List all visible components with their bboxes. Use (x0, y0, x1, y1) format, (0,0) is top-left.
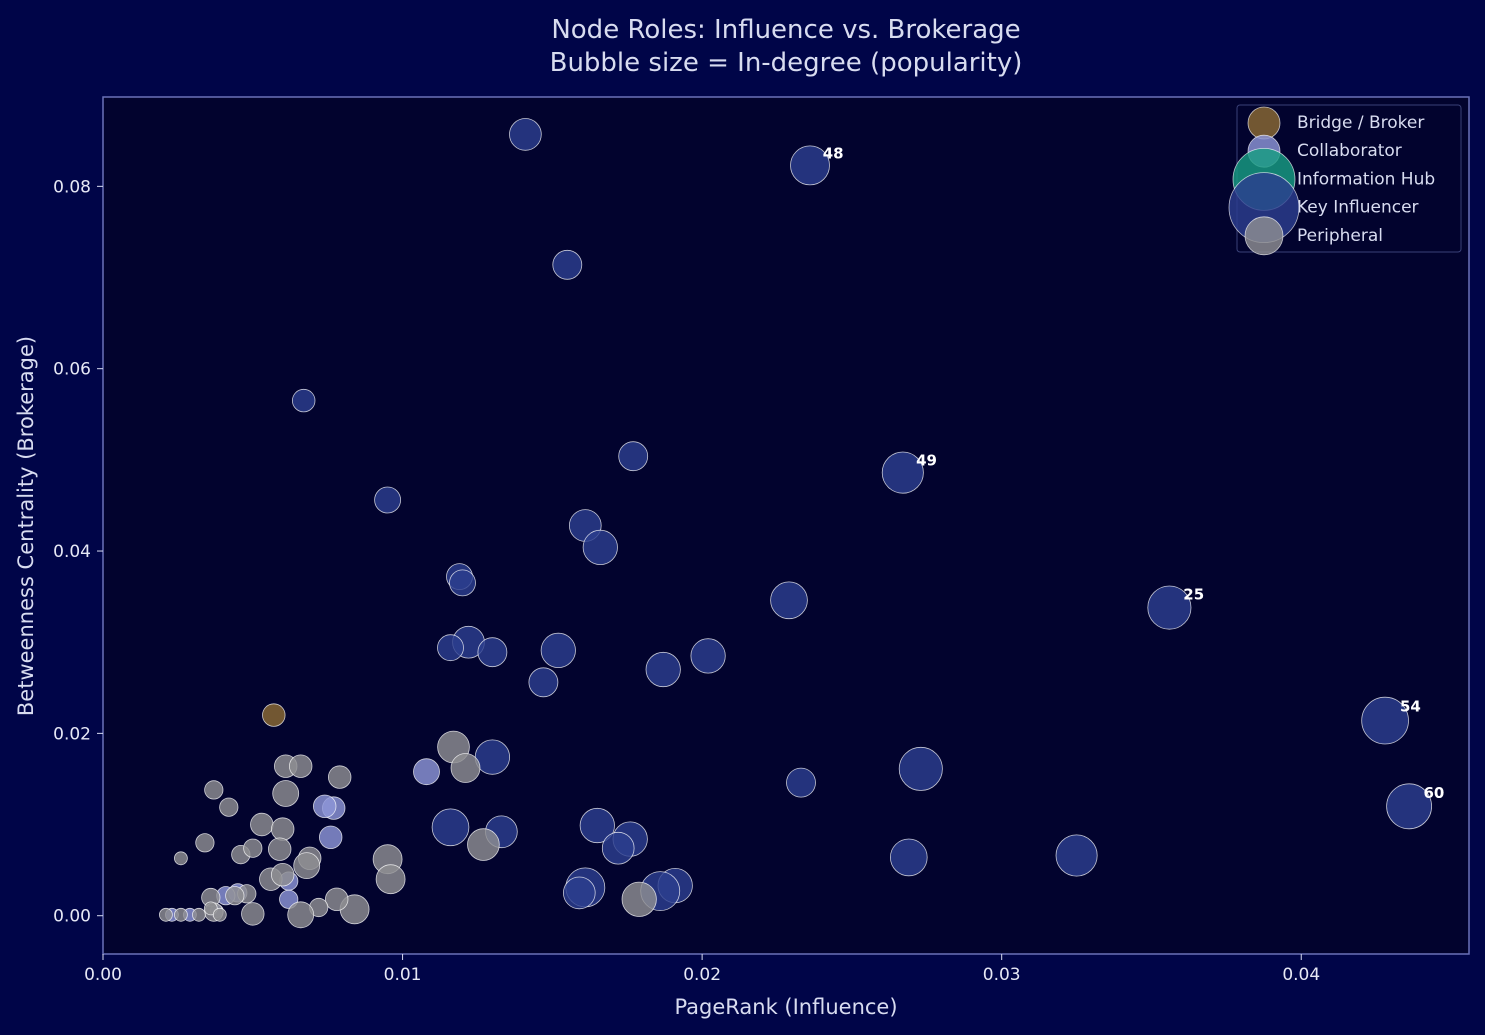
bubble-point (158, 907, 173, 922)
x-tick-label: 0.03 (983, 965, 1021, 985)
legend-marker (1247, 106, 1281, 140)
y-tick-label: 0.00 (53, 907, 91, 927)
bubble-point (790, 145, 830, 186)
annotations-layer: 48 49 25 54 60 (823, 145, 1445, 802)
bubble-point (1055, 834, 1098, 877)
x-tick-label: 0.01 (384, 965, 422, 985)
bubble-point (293, 852, 321, 879)
x-tick-label: 0.00 (84, 965, 122, 985)
bubble-point (271, 817, 295, 841)
bubble-point (287, 901, 315, 929)
bubble-point (241, 902, 265, 926)
bubble-point (552, 249, 583, 280)
bubble-point (325, 887, 349, 912)
bubble-point (509, 118, 542, 151)
bubble-point (601, 831, 635, 865)
bubble-point (313, 794, 337, 819)
bubble-point (690, 638, 726, 674)
bubble-point (319, 825, 343, 850)
legend-label: Information Hub (1297, 169, 1435, 189)
y-tick-label: 0.02 (53, 724, 91, 744)
bubble-point (645, 651, 681, 688)
bubble-point (450, 753, 481, 783)
y-tick-label: 0.06 (53, 360, 91, 380)
bubble-point (889, 838, 928, 877)
bubble-point (204, 780, 224, 800)
bubble-point (562, 876, 596, 910)
bubble-point (328, 765, 352, 789)
bubble-point (618, 441, 649, 472)
bubble-point (250, 812, 274, 837)
bubble-point (474, 739, 510, 775)
y-tick-label: 0.08 (53, 177, 91, 197)
bubble-point (268, 837, 292, 861)
bubble-point (1361, 696, 1409, 745)
point-label: 25 (1183, 586, 1204, 604)
bubble-point (540, 632, 576, 669)
legend-marker (1244, 216, 1284, 256)
y-axis-label: Betweenness Centrality (Brokerage) (14, 336, 38, 716)
bubble-point (786, 767, 816, 798)
bubble-point (467, 828, 500, 861)
bubble-point (272, 780, 300, 807)
legend-label: Collaborator (1297, 141, 1402, 161)
bubble-point (375, 864, 406, 895)
legend-label: Key Influencer (1297, 198, 1419, 218)
bubble-point (173, 851, 188, 866)
bubble-point (243, 838, 263, 858)
bubble-point (413, 758, 440, 786)
bubble-point (212, 907, 227, 922)
bubble-point (881, 451, 924, 494)
bubble-point (449, 569, 476, 597)
x-tick-label: 0.04 (1282, 965, 1320, 985)
bubble-point (173, 907, 188, 922)
x-tick-label: 0.02 (683, 965, 721, 985)
bubble-point (437, 634, 464, 662)
point-label: 48 (823, 145, 844, 163)
y-tick-label: 0.04 (53, 542, 91, 562)
chart-title: Node Roles: Influence vs. Brokerage (551, 15, 1020, 45)
point-label: 49 (916, 451, 937, 469)
x-axis-ticks: 0.00 0.01 0.02 0.03 0.04 (84, 954, 1320, 985)
bubble-point (225, 886, 245, 906)
bubble-point (582, 529, 618, 566)
bubble-point (431, 808, 470, 847)
point-label: 60 (1424, 784, 1445, 802)
legend-label: Bridge / Broker (1297, 113, 1424, 133)
legend-label: Peripheral (1297, 226, 1383, 246)
bubble-point (898, 746, 943, 791)
bubble-point (191, 907, 206, 922)
point-label: 54 (1400, 698, 1421, 716)
bubble-point (579, 807, 615, 844)
bubble-point (262, 703, 286, 727)
bubble-point (770, 581, 808, 620)
bubble-point (1147, 585, 1192, 630)
bubble-point (292, 388, 316, 413)
x-axis-label: PageRank (Influence) (674, 995, 897, 1019)
bubble-point (195, 833, 215, 853)
bubble-point (477, 637, 508, 668)
bubble-point (528, 667, 559, 698)
chart-subtitle: Bubble size = In-degree (popularity) (550, 48, 1023, 78)
bubble-point (219, 797, 239, 817)
bubble-point (289, 754, 313, 778)
bubble-point (374, 486, 402, 514)
bubble-point (621, 881, 657, 917)
y-axis-ticks: 0.00 0.02 0.04 0.06 0.08 (53, 177, 103, 927)
bubbles-layer (158, 118, 1432, 929)
legend: Bridge / Broker Collaborator Information H… (1228, 104, 1462, 256)
bubble-point (271, 863, 295, 887)
bubble-point (1386, 783, 1432, 830)
